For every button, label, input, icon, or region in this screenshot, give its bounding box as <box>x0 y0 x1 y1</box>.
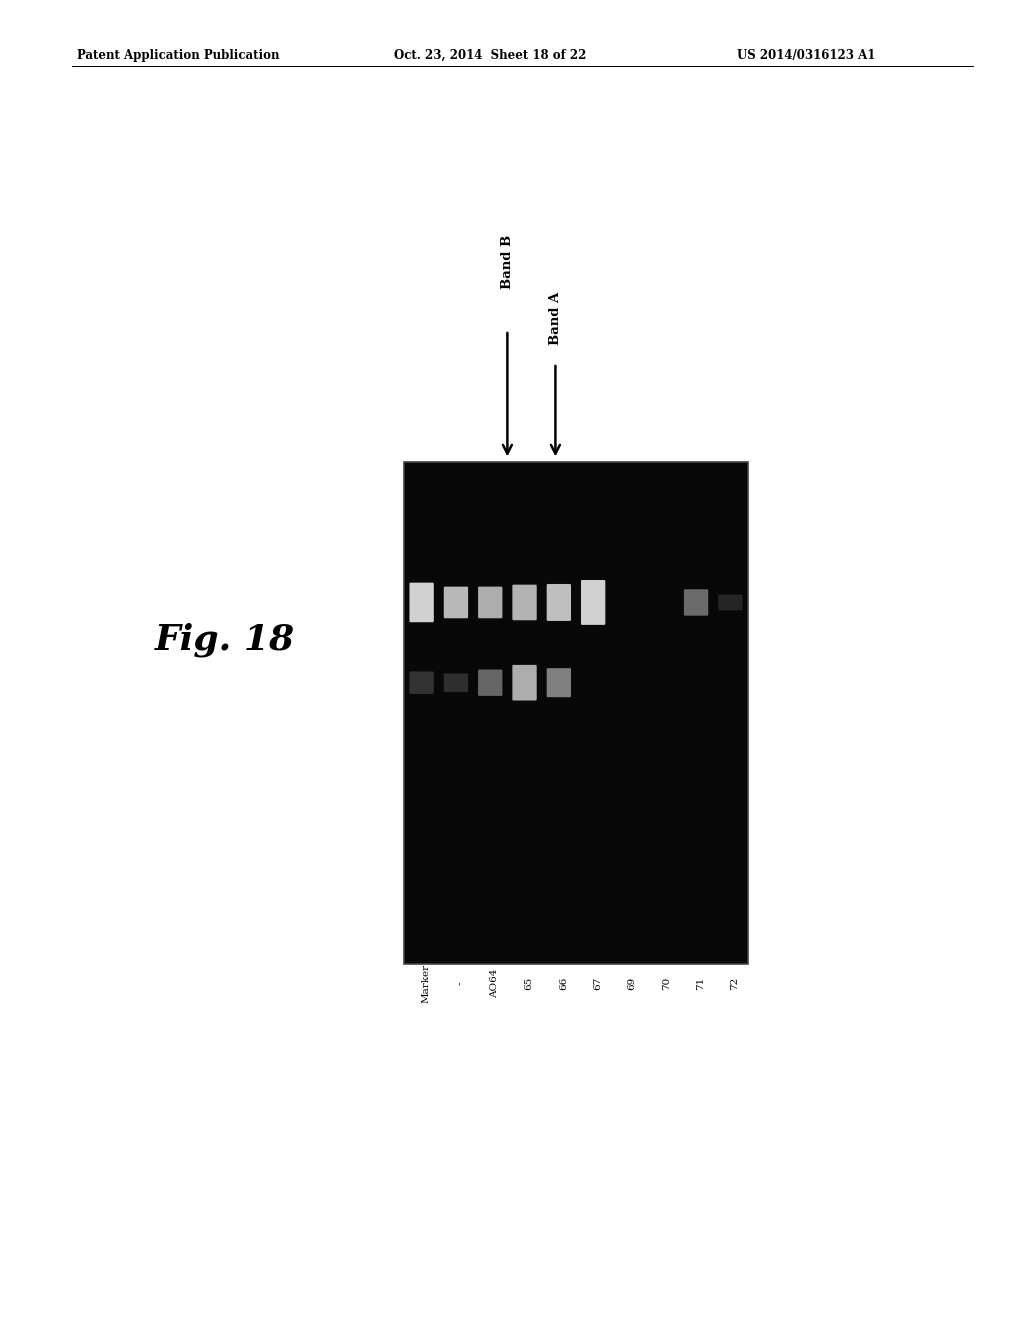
FancyBboxPatch shape <box>512 665 537 701</box>
FancyBboxPatch shape <box>410 672 434 694</box>
FancyBboxPatch shape <box>512 585 537 620</box>
Text: Band B: Band B <box>501 235 514 289</box>
Text: Band A: Band A <box>549 292 562 345</box>
FancyBboxPatch shape <box>547 668 571 697</box>
FancyBboxPatch shape <box>718 594 742 610</box>
FancyBboxPatch shape <box>478 669 503 696</box>
Text: Fig. 18: Fig. 18 <box>156 623 295 657</box>
Text: 65: 65 <box>524 977 534 990</box>
Text: 69: 69 <box>628 977 637 990</box>
Text: 70: 70 <box>662 977 671 990</box>
FancyBboxPatch shape <box>443 673 468 692</box>
FancyBboxPatch shape <box>410 582 434 622</box>
FancyBboxPatch shape <box>547 583 571 620</box>
Text: AO64: AO64 <box>490 969 500 998</box>
Text: -: - <box>456 982 465 985</box>
Text: US 2014/0316123 A1: US 2014/0316123 A1 <box>737 49 876 62</box>
Text: 67: 67 <box>593 977 602 990</box>
Bar <box>404 462 748 964</box>
FancyBboxPatch shape <box>443 586 468 618</box>
Text: Patent Application Publication: Patent Application Publication <box>77 49 280 62</box>
FancyBboxPatch shape <box>581 579 605 624</box>
FancyBboxPatch shape <box>684 589 709 615</box>
FancyBboxPatch shape <box>478 586 503 618</box>
Text: Oct. 23, 2014  Sheet 18 of 22: Oct. 23, 2014 Sheet 18 of 22 <box>394 49 587 62</box>
Text: 71: 71 <box>696 977 706 990</box>
Text: 66: 66 <box>559 977 568 990</box>
Text: Marker: Marker <box>422 964 431 1003</box>
Text: 72: 72 <box>730 977 739 990</box>
